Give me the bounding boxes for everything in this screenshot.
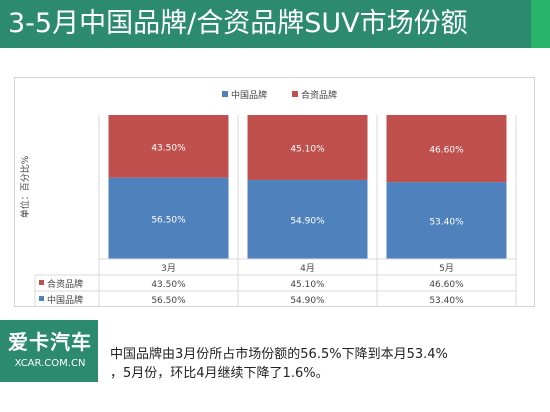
table-cell-1-0: 56.50% (151, 296, 186, 306)
caption-line-1: 中国品牌由3月份所占市场份额的56.5%下降到本月53.4% (110, 347, 448, 362)
table-row-swatch-0 (39, 280, 44, 285)
table-cell-0-1: 45.10% (290, 280, 325, 290)
bar-china-2 (386, 182, 507, 259)
data-label-china-2: 53.40% (429, 218, 464, 228)
table-cell-1-1: 54.90% (290, 296, 325, 306)
category-label-2: 5月 (439, 263, 454, 274)
page-title: 3-5月中国品牌/合资品牌SUV市场份额 (8, 8, 468, 39)
table-row-label-0: 合资品牌 (47, 278, 83, 290)
data-label-joint-1: 45.10% (290, 144, 325, 154)
bar-joint-0 (108, 115, 229, 178)
caption-text: 中国品牌由3月份所占市场份额的56.5%下降到本月53.4% ，5月份，环比4月… (110, 345, 544, 383)
bar-china-1 (247, 179, 368, 259)
stacked-bar-chart: 中国品牌 合资品牌单位：百分比%56.50%43.50%54.90%45.10%5… (19, 89, 517, 306)
legend-swatch-1 (292, 91, 298, 97)
legend-swatch-0 (222, 91, 228, 97)
category-label-1: 4月 (300, 263, 315, 274)
chart-frame: 中国品牌 合资品牌 单位：百分比% 56.50% 43.50% 54.90% 45.10% 5… (14, 77, 535, 307)
table-row-label-1: 中国品牌 (47, 294, 83, 306)
xcar-logo: 爱卡汽车 XCAR.COM.CN (0, 320, 98, 382)
table-row-swatch-1 (39, 296, 44, 301)
logo-wordmark: 爱卡汽车 (8, 330, 92, 354)
y-axis-title: 单位：百分比% (19, 155, 31, 218)
data-label-joint-2: 46.60% (429, 146, 464, 156)
table-cell-0-2: 46.60% (429, 280, 464, 290)
bar-china-0 (108, 177, 229, 259)
bar-joint-1 (247, 115, 368, 180)
table-cell-0-0: 43.50% (151, 280, 186, 290)
title-accent-stripe (531, 0, 550, 48)
legend-label-0: 中国品牌 (231, 89, 267, 101)
legend-label-1: 合资品牌 (301, 89, 337, 101)
caption-line-2: ，5月份，环比4月继续下降了1.6%。 (110, 366, 329, 381)
table-cell-1-2: 53.40% (429, 296, 464, 306)
data-label-china-0: 56.50% (151, 215, 186, 225)
data-label-china-1: 54.90% (290, 216, 325, 226)
data-label-joint-0: 43.50% (151, 143, 186, 153)
bar-joint-2 (386, 115, 507, 183)
category-label-0: 3月 (161, 263, 176, 274)
logo-domain: XCAR.COM.CN (14, 358, 86, 369)
title-bar: 3-5月中国品牌/合资品牌SUV市场份额 (0, 0, 550, 48)
